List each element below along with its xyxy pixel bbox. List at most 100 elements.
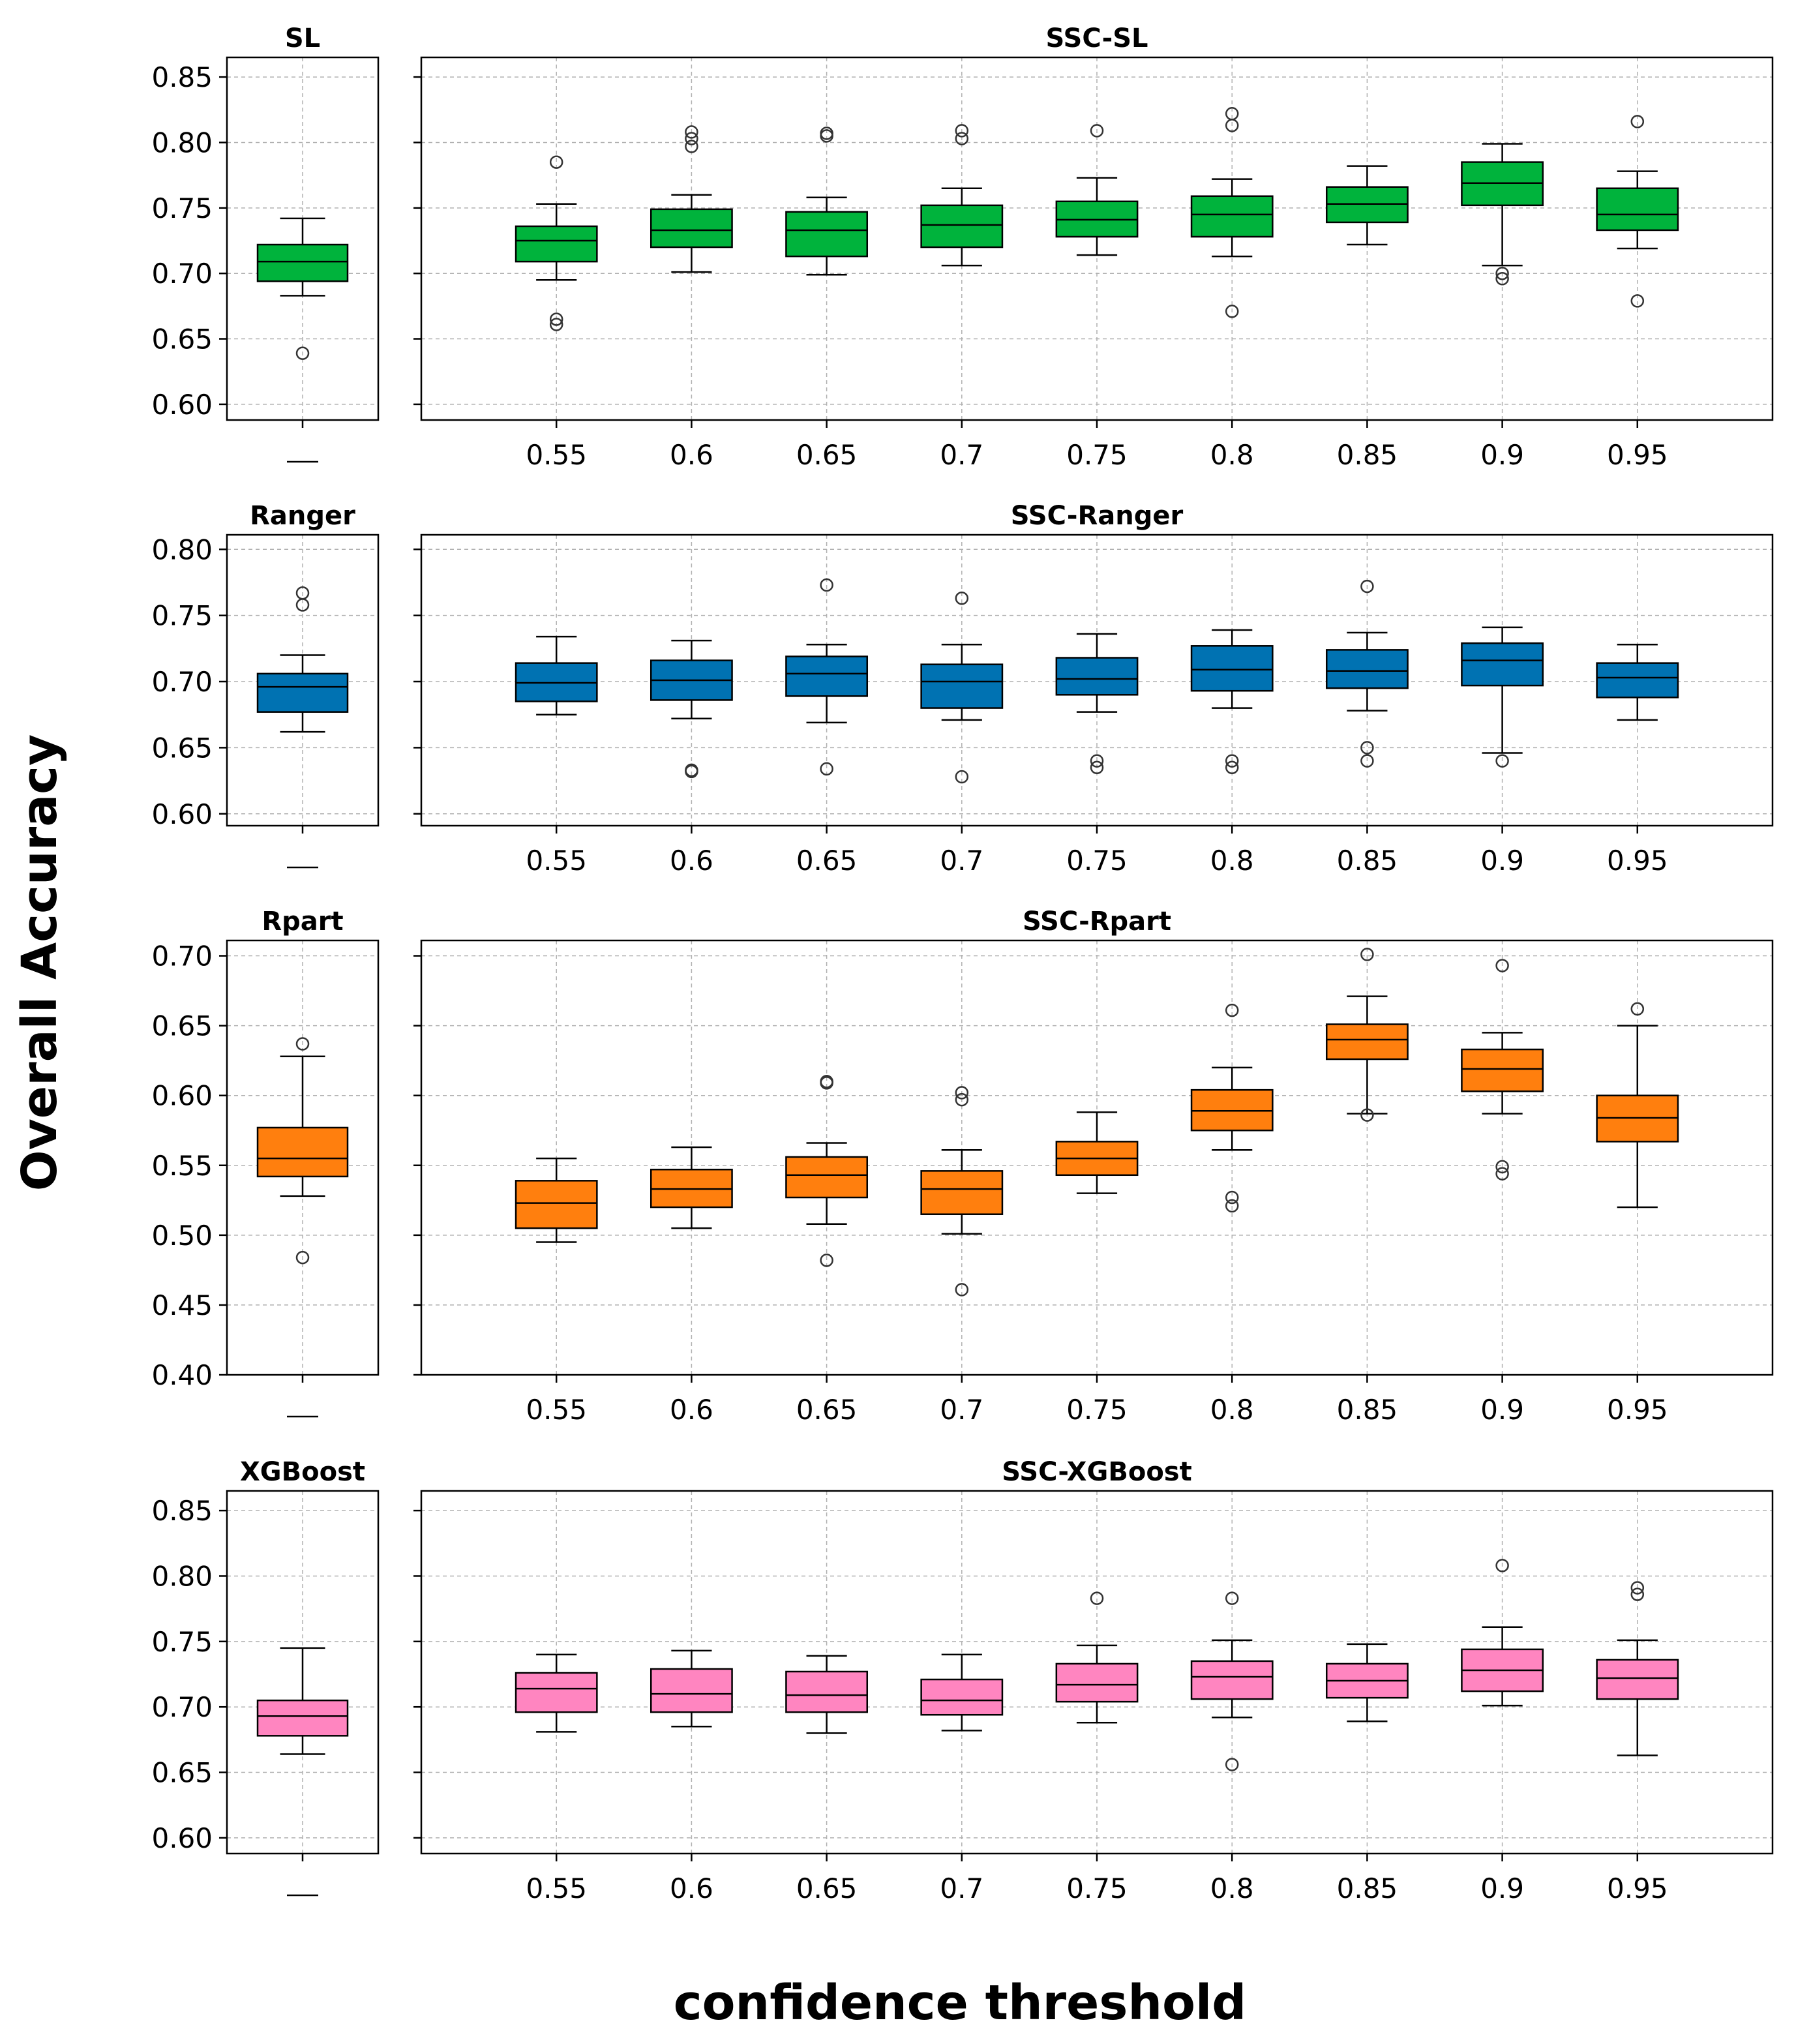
axes-frame (420, 534, 1774, 827)
outlier-point (1495, 1167, 1509, 1180)
box-single (256, 1647, 349, 1755)
box-0.9 (1461, 959, 1544, 1180)
outlier-point (295, 1037, 310, 1051)
panel-title: SSC-Ranger (1011, 501, 1184, 531)
panel-xgboost: 0.60 0.65 0.70 0.75 0.80 0.85 XGBoost (151, 1457, 380, 1897)
outlier-point (820, 129, 833, 143)
x-tick-label: 0.6 (670, 845, 713, 877)
y-tick-label: 0.45 (151, 1289, 213, 1321)
box-0.55 (515, 635, 598, 715)
iqr-box (920, 1170, 1004, 1215)
x-tick-label: 0.95 (1607, 1394, 1668, 1426)
x-tick-label: 0.8 (1210, 1872, 1254, 1904)
iqr-box (515, 225, 598, 263)
outlier-point (820, 1076, 833, 1090)
iqr-box (785, 1156, 869, 1199)
box-0.65 (785, 1075, 869, 1267)
box-0.85 (1325, 1643, 1409, 1722)
box-0.8 (1190, 1591, 1274, 1771)
y-tick-label: 0.55 (151, 1150, 213, 1182)
box-0.6 (650, 125, 733, 273)
box-0.8 (1190, 1003, 1274, 1213)
outlier-point (1630, 1587, 1645, 1601)
outlier-point (955, 1086, 969, 1100)
outlier-point (1225, 760, 1239, 775)
iqr-box (650, 208, 733, 248)
box-0.85 (1325, 579, 1409, 768)
outlier-point (1630, 1581, 1645, 1595)
iqr-box (920, 1678, 1004, 1716)
y-tick-label: 0.65 (151, 323, 213, 355)
box-0.7 (920, 1086, 1004, 1297)
box-0.85 (1325, 948, 1409, 1122)
outlier-point (1360, 579, 1374, 594)
y-tick-label: 0.80 (151, 127, 213, 158)
x-tick-label: 0.6 (670, 1394, 713, 1426)
box-0.95 (1596, 115, 1679, 308)
axes-frame (226, 56, 380, 421)
iqr-box (785, 655, 869, 697)
y-tick-label: 0.80 (151, 1560, 213, 1592)
x-tick-label: 0.95 (1607, 439, 1668, 471)
y-tick-label: 0.70 (151, 258, 213, 290)
outlier-point (1225, 305, 1239, 318)
y-tick-label: 0.50 (151, 1220, 213, 1252)
y-tick-label: 0.60 (151, 389, 213, 421)
outlier-point (955, 124, 969, 138)
axes-frame (226, 1490, 380, 1855)
box-0.95 (1596, 1581, 1679, 1756)
iqr-box (256, 1699, 349, 1737)
box-0.75 (1055, 633, 1139, 775)
y-tick-label: 0.65 (151, 1010, 213, 1042)
outlier-point (549, 155, 563, 169)
iqr-box (1190, 195, 1274, 238)
axes-frame (420, 939, 1774, 1376)
outlier-point (295, 1250, 310, 1265)
box-single (256, 217, 349, 360)
outlier-point (955, 1092, 969, 1107)
outlier-point (955, 1283, 969, 1297)
x-tick-label: 0.75 (1066, 1394, 1128, 1426)
x-tick-label: 0.65 (796, 845, 858, 877)
iqr-box (1461, 1048, 1544, 1092)
box-0.7 (920, 592, 1004, 784)
iqr-box (920, 204, 1004, 248)
box-0.75 (1055, 1111, 1139, 1194)
box-0.95 (1596, 644, 1679, 721)
panel-title: SSC-SL (1046, 23, 1148, 53)
outlier-point (295, 346, 310, 360)
outlier-point (820, 1254, 833, 1267)
box-0.6 (650, 1649, 733, 1728)
axes-frame (226, 534, 380, 827)
y-tick-label: 0.75 (151, 1626, 213, 1658)
box-single (256, 586, 349, 733)
iqr-box (1190, 1660, 1274, 1700)
outlier-point (1495, 754, 1509, 768)
outlier-point (1225, 119, 1239, 132)
panel-ssc-ranger: 0.55 0.6 0.65 0.7 0.75 0.8 0.85 0.9 0.95 SSC-Rang… (413, 501, 1774, 877)
box-0.75 (1055, 124, 1139, 256)
outlier-point (1225, 1758, 1239, 1771)
panel-ssc-xgboost: 0.55 0.6 0.65 0.7 0.75 0.8 0.85 0.9 0.95 SSC-XGBo… (413, 1457, 1774, 1904)
outlier-point (820, 578, 833, 592)
panel-sl: 0.60 0.65 0.70 0.75 0.80 0.85 SL (151, 23, 380, 463)
iqr-box (256, 672, 349, 713)
y-tick-label: 0.80 (151, 534, 213, 565)
y-tick-label: 0.65 (151, 732, 213, 764)
outlier-point (685, 132, 698, 145)
iqr-box (785, 1670, 869, 1713)
y-tick-label: 0.75 (151, 192, 213, 224)
box-0.9 (1461, 626, 1544, 768)
y-tick-label: 0.70 (151, 1691, 213, 1723)
panel-title: SSC-XGBoost (1002, 1457, 1191, 1487)
outlier-point (1360, 1108, 1374, 1122)
panel-title: XGBoost (240, 1457, 365, 1487)
iqr-box (1596, 187, 1679, 232)
axes-frame (420, 1490, 1774, 1855)
outlier-point (549, 312, 563, 326)
x-tick-label: 0.9 (1480, 1872, 1524, 1904)
x-tick-label: 0.65 (796, 439, 858, 471)
outlier-point (820, 762, 833, 776)
y-tick-label: 0.65 (151, 1757, 213, 1789)
outlier-point (1225, 1003, 1239, 1017)
